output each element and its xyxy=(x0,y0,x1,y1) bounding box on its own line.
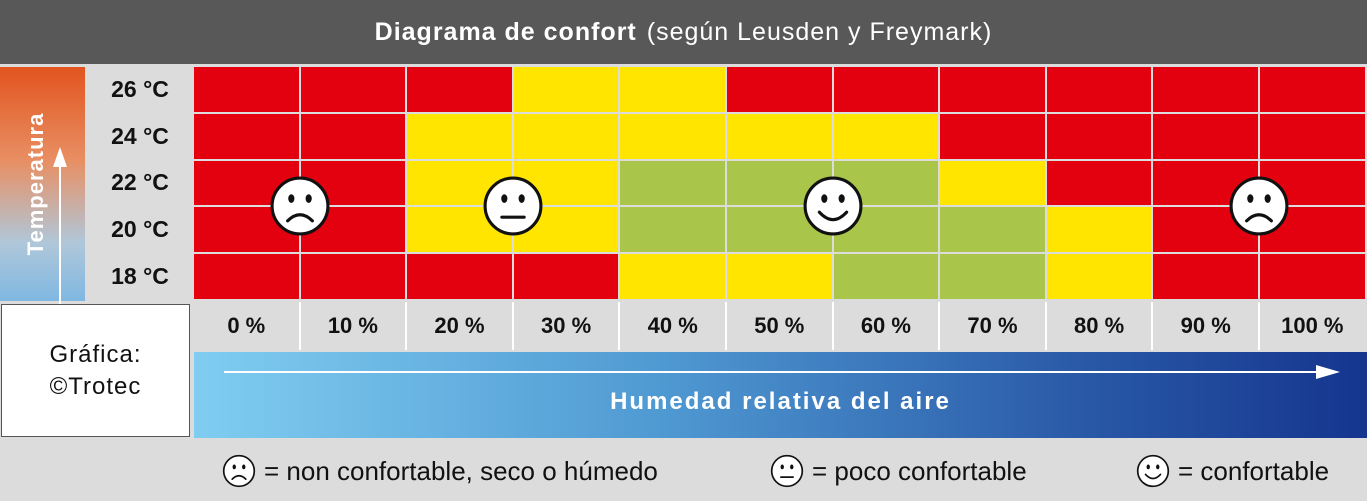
y-tick-label: 26 °C xyxy=(89,67,191,112)
x-tick-label: 100 % xyxy=(1281,313,1344,338)
temperature-axis-label: Temperatura xyxy=(23,112,48,256)
happy-face-icon xyxy=(1136,454,1170,488)
heatmap-cell xyxy=(727,67,832,112)
heatmap-cell xyxy=(194,254,299,299)
heatmap-cell xyxy=(407,113,512,159)
legend: = non confortable, seco o húmedo = poco … xyxy=(0,440,1367,501)
happy-face-icon xyxy=(803,176,863,236)
sad-face-icon xyxy=(222,454,256,488)
heatmap-cell xyxy=(513,67,619,112)
neutral-face-icon xyxy=(770,454,804,488)
x-tick-label: 60 % xyxy=(834,302,941,350)
heatmap-cell xyxy=(194,113,299,159)
temperature-axis xyxy=(0,67,85,357)
y-tick-label: 20 °C xyxy=(89,207,191,253)
heatmap-cell xyxy=(620,160,725,206)
credit-owner: ©Trotec xyxy=(49,372,142,400)
happy-face-icon-wrap xyxy=(802,175,864,242)
heatmap-cell xyxy=(620,254,725,299)
heatmap-cell xyxy=(407,254,512,299)
credit-label: Gráfica: xyxy=(49,340,142,368)
heatmap-cell xyxy=(1153,254,1258,299)
credit-box: Gráfica: ©Trotec xyxy=(1,304,190,437)
legend-text: = poco confortable xyxy=(812,455,1027,486)
y-tick-label: 18 °C xyxy=(89,254,191,299)
neutral-face-icon xyxy=(483,176,543,236)
chart-title-bar: Diagrama de confort (según Leusden y Fre… xyxy=(0,0,1367,64)
heatmap-cell xyxy=(513,254,619,299)
heatmap-cell xyxy=(620,207,725,253)
heatmap-cell xyxy=(1046,67,1152,112)
heatmap-cell xyxy=(300,67,406,112)
humidity-axis: Humedad relativa del aire xyxy=(194,352,1367,438)
humidity-axis-label: Humedad relativa del aire xyxy=(610,388,951,415)
heatmap-cell xyxy=(1046,160,1152,206)
x-tick-label: 10 % xyxy=(301,302,408,350)
heatmap-cell xyxy=(940,67,1045,112)
heatmap-cell xyxy=(833,67,939,112)
x-tick-label: 70 % xyxy=(940,302,1047,350)
heatmap-cell xyxy=(1260,254,1365,299)
heatmap-cell xyxy=(513,113,619,159)
heatmap-cell xyxy=(727,113,832,159)
heatmap-cell xyxy=(940,160,1045,206)
heatmap-cell xyxy=(1260,67,1365,112)
heatmap-cell xyxy=(1153,113,1258,159)
x-tick-label: 0 % xyxy=(194,302,301,350)
heatmap-cell xyxy=(300,113,406,159)
sad-face-icon xyxy=(222,454,256,488)
x-tick-label: 80 % xyxy=(1047,302,1154,350)
happy-face-icon xyxy=(1136,454,1170,488)
legend-item-comfortable: = confortable xyxy=(1136,454,1329,488)
chart-title: Diagrama de confort xyxy=(374,17,637,46)
heatmap-cell xyxy=(940,207,1045,253)
chart-subtitle: (según Leusden y Freymark) xyxy=(646,17,993,46)
x-tick-label: 40 % xyxy=(620,302,727,350)
legend-text: = confortable xyxy=(1178,455,1330,486)
heatmap-cell xyxy=(833,254,939,299)
x-tick-label: 30 % xyxy=(514,302,621,350)
legend-item-little-comfortable: = poco confortable xyxy=(770,454,1027,488)
sad-face-icon-wrap xyxy=(269,175,331,242)
heatmap-cell xyxy=(1260,113,1365,159)
sad-face-icon xyxy=(270,176,330,236)
legend-item-not-comfortable: = non confortable, seco o húmedo xyxy=(222,454,658,488)
heatmap-cell xyxy=(194,67,299,112)
heatmap-cell xyxy=(940,113,1045,159)
legend-text: = non confortable, seco o húmedo xyxy=(264,455,658,486)
heatmap-cell xyxy=(300,254,406,299)
heatmap-cell xyxy=(620,67,725,112)
heatmap-cell xyxy=(940,254,1045,299)
sad-face-icon xyxy=(1229,176,1289,236)
neutral-face-icon xyxy=(770,454,804,488)
heatmap-cell xyxy=(1046,254,1152,299)
heatmap-cell xyxy=(1153,67,1258,112)
neutral-face-icon-wrap xyxy=(482,175,544,242)
right-arrow-icon xyxy=(224,365,1340,379)
sad-face-icon-wrap xyxy=(1228,175,1290,242)
heatmap-cell xyxy=(727,254,832,299)
x-tick-label: 20 % xyxy=(407,302,514,350)
x-tick-label: 50 % xyxy=(727,302,834,350)
heatmap-cell xyxy=(833,113,939,159)
y-tick-label: 22 °C xyxy=(89,160,191,206)
heatmap-cell xyxy=(1046,113,1152,159)
y-tick-label: 24 °C xyxy=(89,113,191,159)
heatmap-cell xyxy=(407,67,512,112)
x-tick-label: 90 % xyxy=(1153,302,1260,350)
heatmap-cell xyxy=(1046,207,1152,253)
heatmap-cell xyxy=(620,113,725,159)
